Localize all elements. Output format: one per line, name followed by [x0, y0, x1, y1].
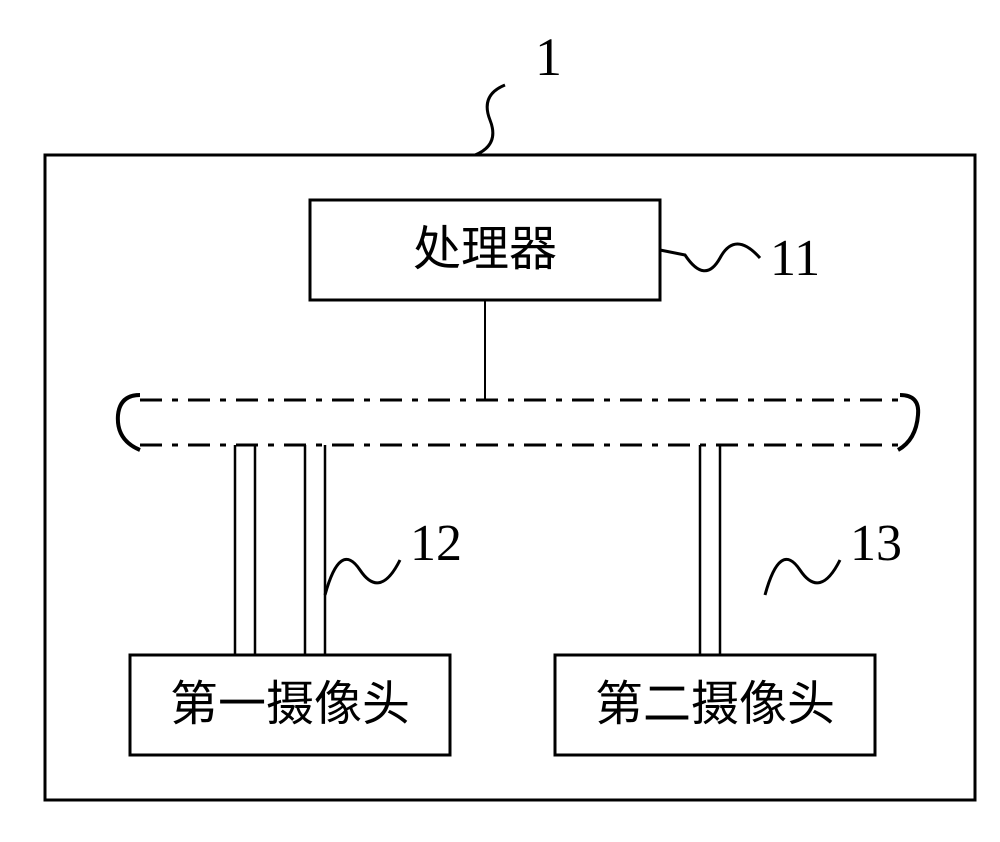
- interconnect-bus: [118, 395, 918, 450]
- ref-annotation-12: 12: [325, 515, 462, 595]
- ref-annotation-1: 1: [475, 27, 562, 155]
- processor-label: 处理器: [413, 223, 557, 276]
- ref-label-13: 13: [850, 515, 902, 572]
- ref-annotation-13: 13: [765, 515, 902, 595]
- ref-label-11: 11: [770, 230, 820, 287]
- system-block-diagram: 处理器 第一摄像头 第二摄像头: [0, 0, 1000, 837]
- camera2-label: 第二摄像头: [595, 678, 835, 731]
- ref-label-1: 1: [535, 27, 562, 87]
- camera1-bus-connections: [235, 445, 325, 655]
- ref-label-12: 12: [410, 515, 462, 572]
- ref-annotation-11: 11: [660, 230, 820, 287]
- diagram-svg: 处理器 第一摄像头 第二摄像头: [0, 0, 1000, 837]
- camera1-label: 第一摄像头: [170, 678, 410, 731]
- camera2-bus-connections: [700, 445, 720, 655]
